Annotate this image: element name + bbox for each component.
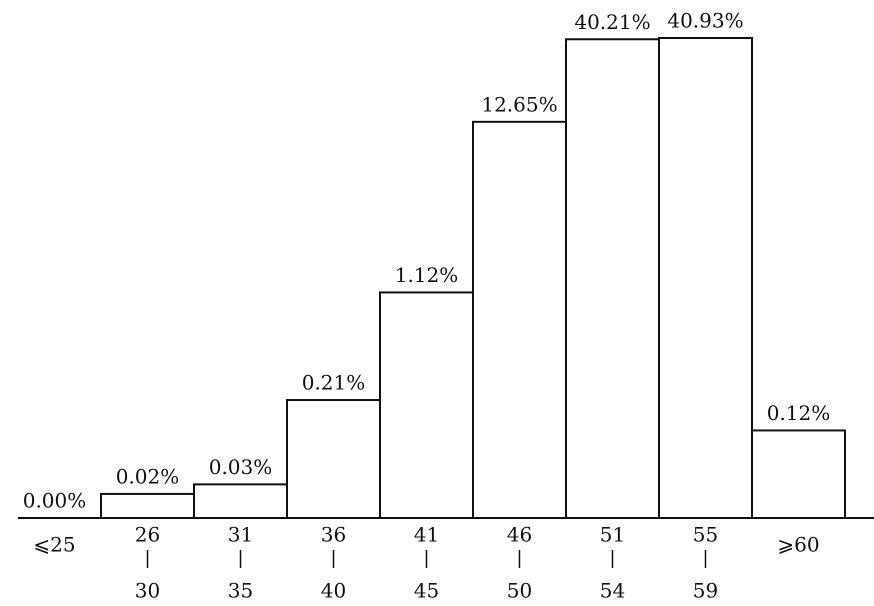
bar (751, 429, 846, 519)
bar (193, 483, 288, 519)
value-label: 40.93% (667, 9, 743, 33)
x-tick-label: 31 (228, 523, 253, 547)
x-tick-label: 40 (321, 579, 346, 603)
bar (658, 37, 753, 519)
x-tick-label: ⩾60 (777, 533, 819, 557)
bar (286, 399, 381, 519)
x-tick-label: 50 (507, 579, 532, 603)
x-tick-label: 54 (600, 579, 625, 603)
x-tick-label: 30 (135, 579, 160, 603)
value-label: 40.21% (574, 10, 650, 34)
value-label: 0.21% (302, 371, 366, 395)
bar (472, 120, 567, 520)
value-label: 1.12% (395, 263, 459, 287)
value-label: 0.12% (767, 401, 831, 425)
value-label: 0.02% (116, 464, 180, 488)
x-tick-label: 55 (693, 523, 718, 547)
x-tick-label: 51 (600, 523, 625, 547)
bar (379, 291, 474, 519)
value-label: 12.65% (481, 92, 557, 116)
x-tick-label: 26 (135, 523, 160, 547)
x-tick-label: ⩽25 (33, 533, 75, 557)
x-tick-label: 45 (414, 579, 439, 603)
x-tick-label: 35 (228, 579, 253, 603)
value-label: 0.00% (23, 489, 87, 513)
value-label: 0.03% (209, 455, 273, 479)
x-tick-label: 46 (507, 523, 532, 547)
bar (565, 38, 660, 520)
x-tick-label: 41 (414, 523, 439, 547)
x-tick-label: 59 (693, 579, 718, 603)
x-tick-label: 36 (321, 523, 346, 547)
bar (100, 492, 195, 520)
